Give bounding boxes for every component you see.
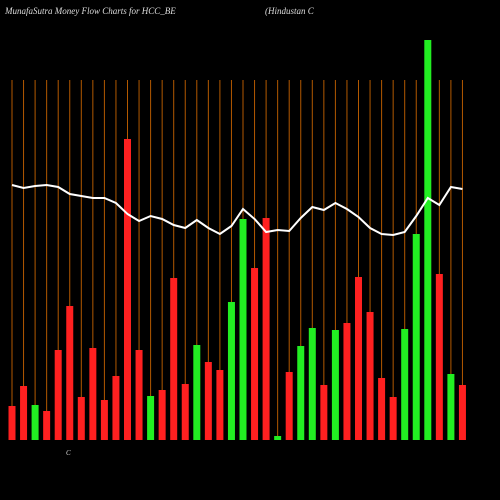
bar [77, 397, 85, 440]
bar [424, 40, 432, 440]
bar [251, 268, 259, 440]
bar [389, 397, 397, 440]
bar [435, 274, 443, 440]
bar [20, 386, 28, 440]
bar [320, 385, 328, 440]
bar [66, 306, 74, 440]
bar [8, 406, 16, 440]
bar [274, 436, 282, 440]
bar [262, 218, 270, 440]
bar [331, 330, 339, 440]
bar [31, 405, 39, 440]
bar [147, 396, 155, 440]
bar [447, 374, 455, 440]
annotation: C [66, 449, 71, 457]
bar [227, 302, 235, 440]
bar [193, 345, 201, 440]
bar [89, 348, 97, 440]
bar [216, 370, 224, 440]
bar [170, 278, 178, 440]
bar [181, 384, 189, 440]
line [11, 183, 463, 237]
bar [412, 234, 420, 440]
bar [308, 328, 316, 440]
bar [158, 390, 166, 440]
bar [285, 372, 293, 440]
bar [239, 219, 247, 440]
bar [378, 378, 386, 440]
chart-title: MunafaSutra Money Flow Charts for HCC_BE [4, 6, 176, 16]
bar [204, 362, 212, 440]
bar [54, 350, 62, 440]
bar [366, 312, 374, 440]
bar [297, 346, 305, 440]
bar [343, 323, 351, 440]
chart-subtitle: (Hindustan C [265, 6, 315, 16]
bar [43, 411, 51, 440]
bar [112, 376, 120, 440]
bar [458, 385, 466, 440]
bar [124, 139, 131, 440]
bar [135, 350, 143, 440]
bar [100, 400, 108, 440]
bar [355, 277, 362, 440]
bar [401, 329, 409, 440]
